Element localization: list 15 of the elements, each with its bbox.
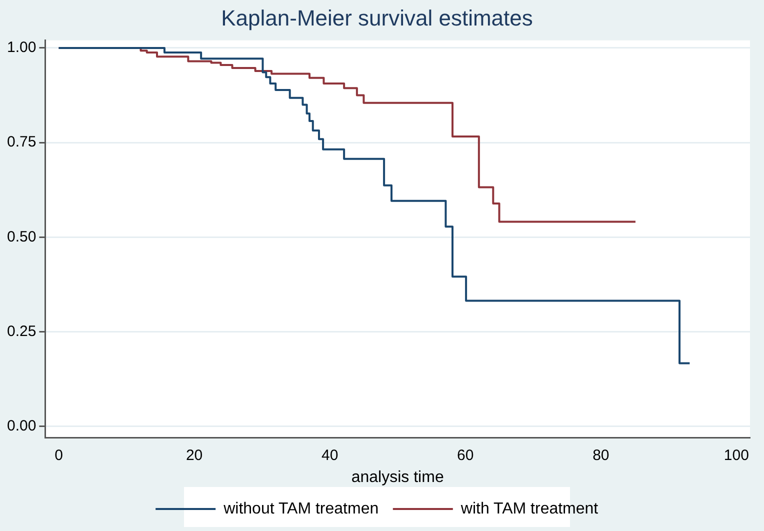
x-tick-label: 20: [186, 446, 203, 464]
x-tick-label: 60: [457, 446, 474, 464]
y-tick-label: 0.50: [6, 228, 36, 246]
chart-title: Kaplan-Meier survival estimates: [221, 5, 533, 30]
x-tick-label: 0: [54, 446, 63, 464]
x-axis-title: analysis time: [351, 468, 444, 486]
legend-label: without TAM treatmen: [222, 500, 379, 518]
x-tick-label: 100: [724, 446, 749, 464]
legend-label: with TAM treatment: [460, 500, 599, 518]
y-tick-label: 0.75: [6, 134, 36, 151]
y-tick-label: 1.00: [6, 39, 36, 56]
x-tick-label: 80: [592, 446, 610, 464]
x-tick-label: 40: [321, 446, 338, 464]
y-tick-label: 0.25: [6, 322, 36, 340]
y-tick-label: 0.00: [6, 418, 36, 435]
